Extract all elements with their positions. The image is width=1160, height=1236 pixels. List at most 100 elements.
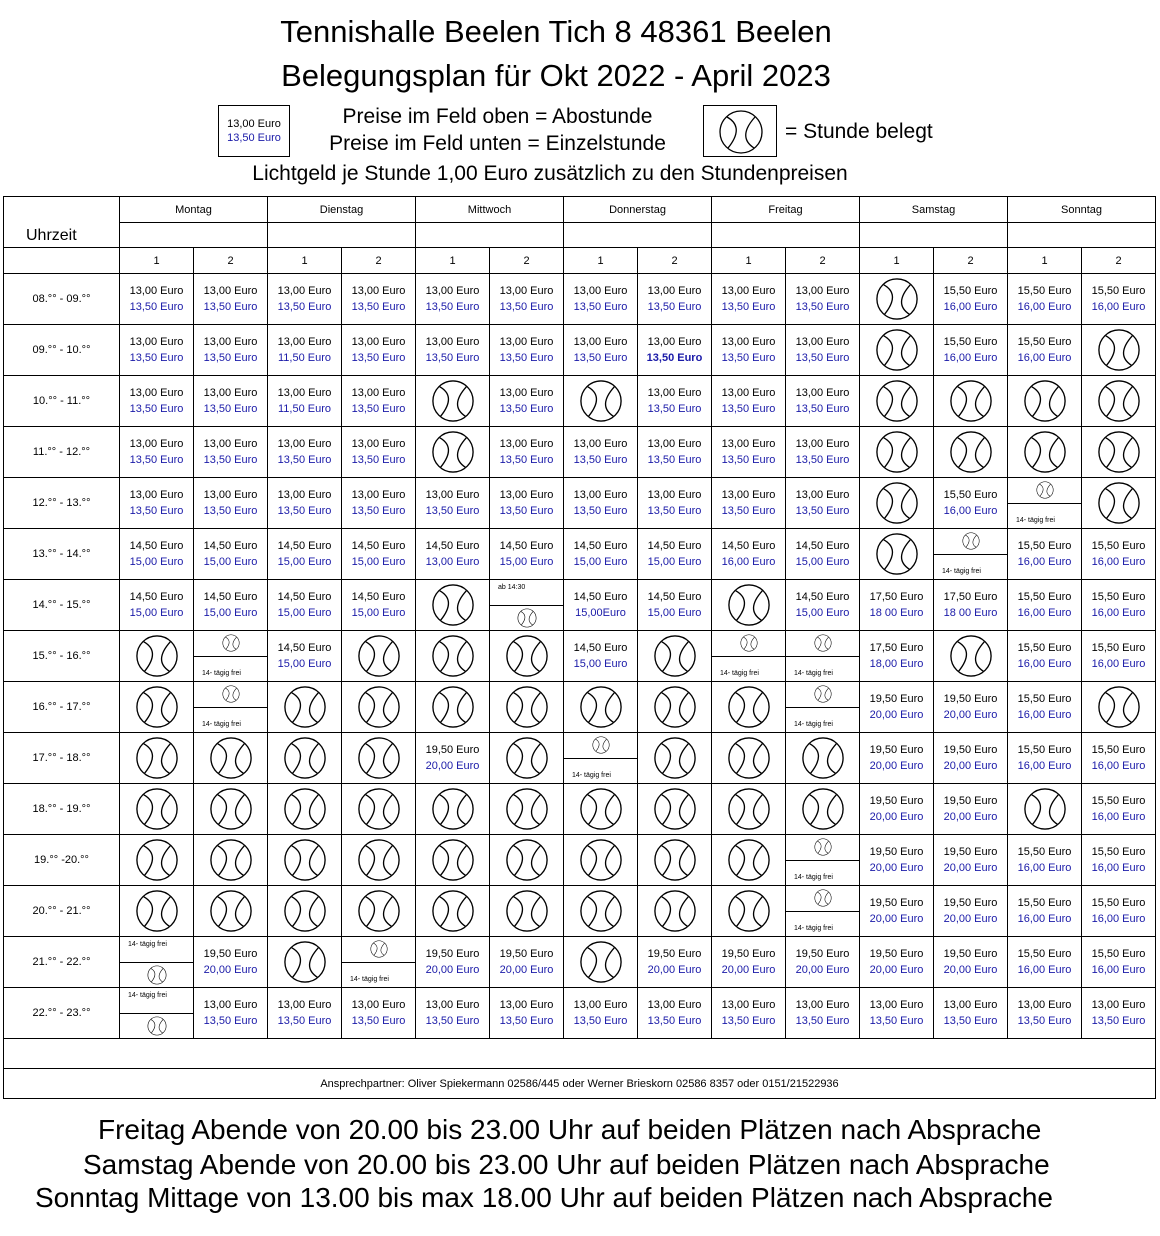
time-row: 17.°° - 18.°° 19,50 Euro 20,00 Euro 14- täg… (3, 732, 1156, 784)
booked-cell (859, 273, 934, 325)
legend-abo-price: 13,00 Euro (227, 118, 281, 130)
abo-price: 15,50 Euro (943, 336, 998, 348)
booked-cell (415, 681, 490, 733)
biweekly-note: 14- tägig frei (794, 925, 833, 932)
abo-price: 15,50 Euro (1017, 285, 1072, 297)
einzel-price: 15,00 Euro (647, 607, 702, 619)
tennis-ball-icon (283, 788, 326, 830)
booked-cell (1007, 375, 1082, 427)
abo-price: 14,50 Euro (277, 642, 332, 654)
booked-cell (489, 885, 564, 937)
price-cell: 14,50 Euro 15,00 Euro (341, 528, 416, 580)
tennis-ball-icon (1023, 788, 1066, 830)
einzel-price: 16,00 Euro (1017, 862, 1072, 874)
price-cell: 14,50 Euro 16,00 Euro (711, 528, 786, 580)
price-cell: 14,50 Euro 15,00Euro (563, 579, 638, 631)
einzel-price: 15,00 Euro (129, 607, 184, 619)
partial-note: 14- tägig frei (128, 992, 167, 999)
tennis-ball-icon (949, 635, 992, 677)
price-cell: 13,00 Euro 13,50 Euro (785, 426, 860, 478)
tennis-ball-icon (579, 941, 622, 983)
einzel-price: 13,50 Euro (203, 301, 258, 313)
abo-price: 13,00 Euro (351, 285, 406, 297)
time-slot: 11.°° - 12.°° (3, 426, 120, 478)
price-cell: 13,00 Euro 13,50 Euro (267, 426, 342, 478)
einzel-price: 16,00 Euro (1091, 811, 1146, 823)
booked-cell (637, 834, 712, 886)
biweekly-cell: 14- tägig frei (785, 630, 860, 682)
partial-cell: 14- tägig frei (119, 936, 194, 988)
abo-price: 17,50 Euro (869, 591, 924, 603)
booked-cell (563, 936, 638, 988)
abo-price: 17,50 Euro (869, 642, 924, 654)
abo-price: 13,00 Euro (795, 438, 850, 450)
tennis-ball-icon (814, 634, 831, 652)
tennis-ball-icon (1097, 431, 1140, 473)
einzel-price: 15,00 Euro (351, 607, 406, 619)
einzel-price: 16,00 Euro (943, 301, 998, 313)
price-cell: 19,50 Euro 20,00 Euro (933, 834, 1008, 886)
price-cell: 15,50 Euro 16,00 Euro (1007, 834, 1082, 886)
tennis-ball-icon (147, 1016, 166, 1036)
partial-note: ab 14:30 (498, 584, 526, 591)
tennis-ball-icon (875, 380, 918, 422)
contact-row: Ansprechpartner: Oliver Spiekermann 0258… (3, 1068, 1156, 1099)
tennis-ball-icon (283, 686, 326, 728)
price-cell: 13,00 Euro 13,50 Euro (711, 324, 786, 376)
abo-price: 13,00 Euro (351, 999, 406, 1011)
price-cell: 19,50 Euro 20,00 Euro (859, 936, 934, 988)
einzel-price: 20,00 Euro (869, 862, 924, 874)
day-spacer (711, 222, 860, 248)
abo-price: 13,00 Euro (351, 387, 406, 399)
biweekly-note: 14- tägig frei (794, 874, 833, 881)
einzel-price: 13,50 Euro (425, 301, 480, 313)
abo-price: 19,50 Euro (943, 846, 998, 858)
abo-price: 14,50 Euro (129, 540, 184, 552)
tennis-ball-icon (135, 839, 178, 881)
booked-cell (637, 885, 712, 937)
abo-price: 13,00 Euro (277, 336, 332, 348)
tennis-ball-icon (653, 737, 696, 779)
abo-price: 15,50 Euro (1091, 591, 1146, 603)
tennis-ball-icon (727, 839, 770, 881)
booked-cell (267, 936, 342, 988)
einzel-price: 16,00 Euro (1091, 760, 1146, 772)
tennis-ball-icon (579, 839, 622, 881)
booked-cell (933, 375, 1008, 427)
booked-cell (415, 834, 490, 886)
booked-cell (119, 681, 194, 733)
price-cell: 14,50 Euro 15,00 Euro (637, 579, 712, 631)
einzel-price: 16,00 Euro (1017, 301, 1072, 313)
einzel-price: 20,00 Euro (943, 760, 998, 772)
booked-cell (859, 477, 934, 529)
tennis-ball-icon (431, 788, 474, 830)
biweekly-cell: 14- tägig frei (785, 834, 860, 886)
abo-price: 13,00 Euro (721, 336, 776, 348)
court-number: 2 (489, 247, 564, 274)
abo-price: 19,50 Euro (943, 897, 998, 909)
einzel-price: 15,00Euro (575, 607, 626, 619)
tennis-ball-icon (431, 686, 474, 728)
legend-einzel-price: 13,50 Euro (227, 132, 281, 144)
cell-divider (786, 860, 859, 861)
booked-cell (1081, 477, 1156, 529)
einzel-price: 18,00 Euro (869, 658, 924, 670)
einzel-price: 20,00 Euro (869, 811, 924, 823)
einzel-price: 16,00 Euro (1091, 301, 1146, 313)
biweekly-note: 14- tägig frei (202, 670, 241, 677)
booked-cell (341, 732, 416, 784)
booked-cell (563, 681, 638, 733)
price-cell: 19,50 Euro 20,00 Euro (859, 783, 934, 835)
abo-price: 15,50 Euro (1091, 897, 1146, 909)
booked-cell (415, 426, 490, 478)
biweekly-note: 14- tägig frei (1016, 517, 1055, 524)
einzel-price: 15,00 Euro (277, 556, 332, 568)
price-cell: 13,00 Euro 13,50 Euro (193, 273, 268, 325)
tennis-ball-icon (431, 431, 474, 473)
price-cell: 13,00 Euro 13,50 Euro (193, 324, 268, 376)
court-number: 2 (341, 247, 416, 274)
tennis-ball-icon (357, 890, 400, 932)
tennis-ball-icon (431, 380, 474, 422)
tennis-ball-icon (653, 788, 696, 830)
